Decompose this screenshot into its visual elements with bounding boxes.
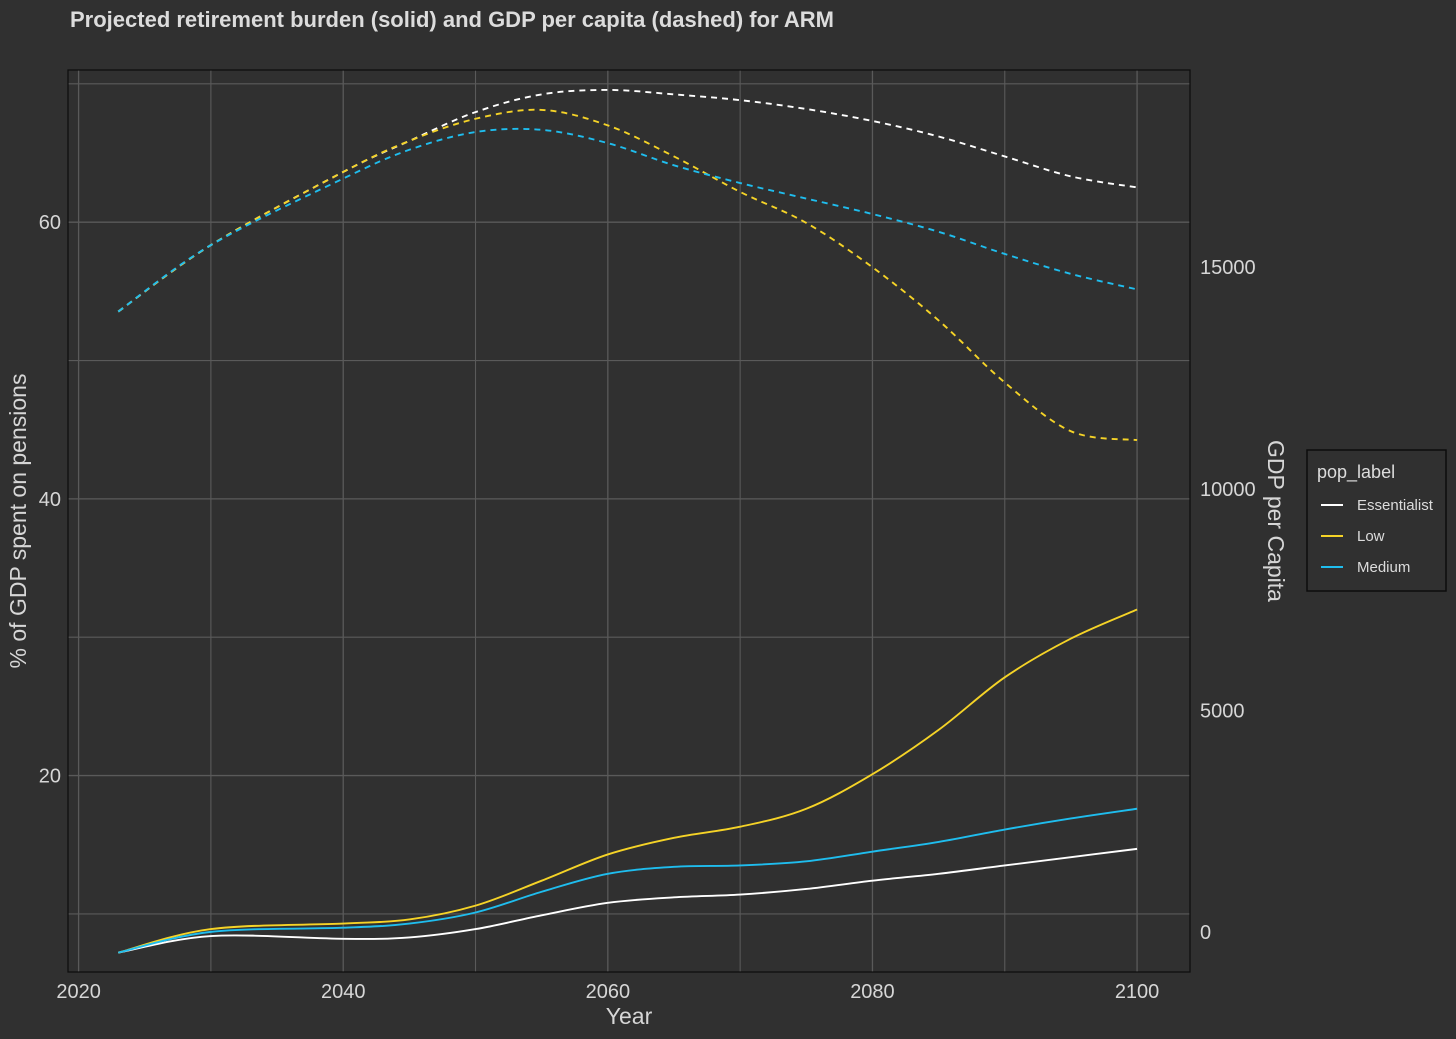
- x-tick-label: 2080: [850, 981, 895, 1003]
- legend-title: pop_label: [1317, 462, 1395, 483]
- x-tick-label: 2040: [321, 981, 366, 1003]
- series-line-essentialist-pension-solid: [118, 847, 1138, 954]
- legend-label-essentialist: Essentialist: [1357, 497, 1434, 514]
- series-line-low-pension-solid: [118, 608, 1138, 954]
- chart-title: Projected retirement burden (solid) and …: [70, 7, 834, 32]
- legend-label-medium: Medium: [1357, 559, 1410, 576]
- series-layer: [117, 89, 1138, 954]
- y2-tick-label: 0: [1200, 922, 1211, 944]
- y2-tick-label: 5000: [1200, 700, 1245, 722]
- series-line-low-gdp-dashed: [117, 108, 1138, 442]
- x-tick-label: 2060: [586, 981, 631, 1003]
- grid-layer: [68, 70, 1190, 972]
- x-axis-title: Year: [606, 1003, 653, 1029]
- y2-tick-label: 15000: [1200, 257, 1256, 279]
- legend-label-low: Low: [1357, 528, 1385, 545]
- y-tick-label: 60: [39, 212, 61, 234]
- x-tick-label: 2020: [56, 981, 101, 1003]
- y-tick-label: 40: [39, 489, 61, 511]
- series-line-medium-gdp-dashed: [117, 127, 1138, 313]
- y-tick-label: 20: [39, 766, 61, 788]
- series-line-essentialist-gdp-dashed: [117, 89, 1138, 313]
- plot-panel-border: [67, 69, 1191, 973]
- y2-axis-title: GDP per Capita: [1263, 440, 1289, 602]
- y-axis-title: % of GDP spent on pensions: [5, 374, 31, 669]
- series-line-medium-pension-solid: [118, 807, 1138, 954]
- tick-layer: 2020 2040 2060 2080 210020406005000100001500…: [39, 212, 1256, 1003]
- legend: pop_label Essentialist Low Medium: [1306, 449, 1447, 592]
- y2-tick-label: 10000: [1200, 479, 1256, 501]
- legend-items: Essentialist Low Medium: [1321, 497, 1434, 576]
- x-tick-label: 2100: [1115, 981, 1160, 1003]
